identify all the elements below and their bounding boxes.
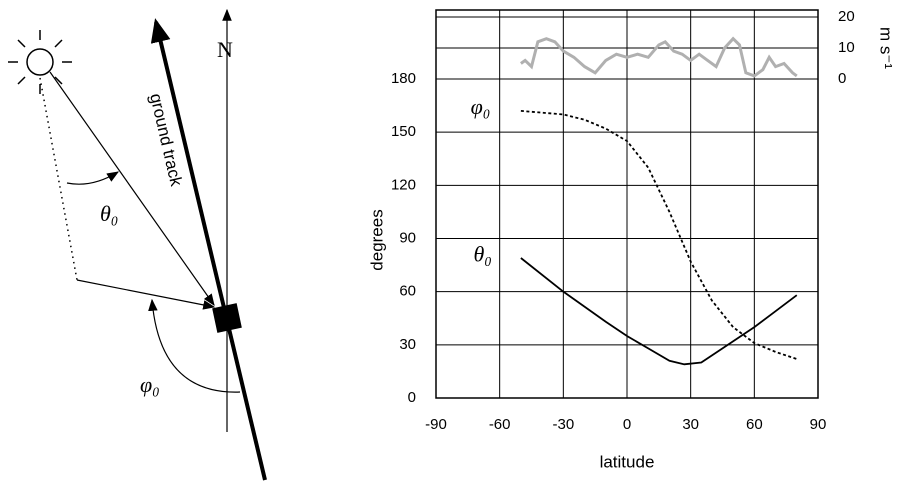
y-axis-label: degrees [367, 209, 386, 270]
annotation: φ₀ [471, 94, 491, 119]
x-tick-label: 90 [810, 416, 827, 433]
y-tick-label: 180 [391, 70, 416, 87]
y2-axis-label: m s⁻¹ [877, 27, 896, 69]
diagram [8, 8, 267, 481]
x-tick-label: -30 [552, 416, 574, 433]
series-line [520, 110, 798, 360]
phi-label: φ₀ [140, 372, 160, 397]
azimuth-line [76, 279, 216, 310]
y2-tick-label: 0 [838, 70, 846, 87]
x-tick-label: -90 [425, 416, 447, 433]
y-tick-label: 150 [391, 123, 416, 140]
ground-track [150, 18, 267, 481]
x-tick-label: 60 [746, 416, 763, 433]
x-axis-label: latitude [600, 452, 655, 471]
theta-arc [66, 171, 120, 185]
y2-tick-label: 20 [838, 8, 855, 25]
annotation: θ₀ [473, 241, 491, 266]
projection [39, 77, 78, 281]
y-tick-label: 60 [399, 283, 416, 300]
sun-rays [8, 30, 72, 94]
satellite [212, 303, 242, 333]
y-tick-label: 120 [391, 176, 416, 193]
y-tick-label: 30 [399, 336, 416, 353]
y-tick-label: 0 [408, 389, 416, 406]
y2-tick-label: 10 [838, 39, 855, 56]
y-tick-label: 90 [399, 229, 416, 246]
north-label: N [217, 37, 233, 62]
track-label: ground track [146, 92, 186, 189]
series-line [520, 257, 798, 366]
x-tick-label: 30 [682, 416, 699, 433]
x-tick-label: -60 [489, 416, 511, 433]
sun [26, 48, 54, 76]
sun-ray [49, 71, 215, 306]
theta-label: θ₀ [100, 201, 118, 226]
series-line [520, 36, 798, 78]
x-tick-label: 0 [623, 416, 631, 433]
phi-arc [148, 298, 241, 393]
